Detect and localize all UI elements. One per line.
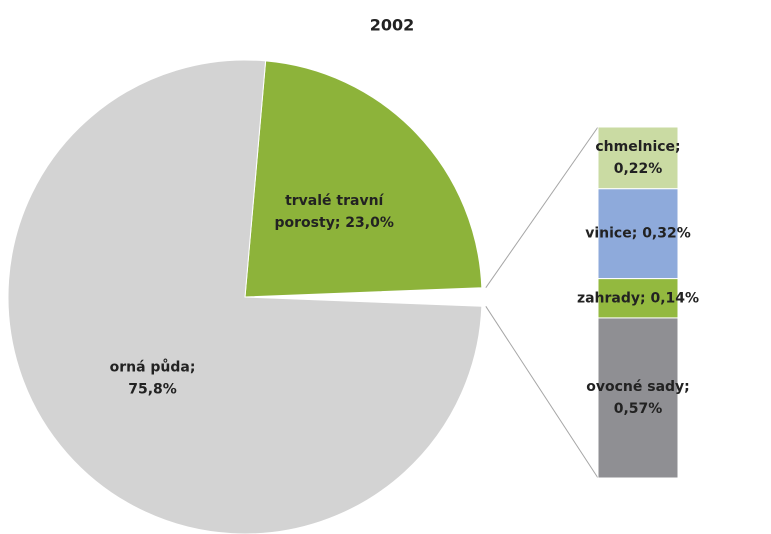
data-label-line: trvalé travní	[285, 193, 384, 209]
data-label-line: 75,8%	[128, 381, 177, 397]
bar-segment	[597, 126, 679, 190]
data-label-line: orná půda;	[110, 358, 196, 375]
data-label: orná půda; 75,8%	[110, 358, 196, 397]
data-label: zahrady; 0,14%	[577, 290, 699, 306]
data-label-line: vinice; 0,32%	[585, 226, 691, 242]
chart-title: 2002	[370, 16, 415, 35]
bar-segment	[597, 317, 679, 479]
pie-slice	[244, 60, 483, 298]
data-label: vinice; 0,32%	[585, 226, 691, 242]
data-label-line: zahrady; 0,14%	[577, 290, 699, 306]
pie-slice	[7, 59, 483, 534]
pie-other-slice	[249, 287, 486, 307]
data-label-line: ovocné sady;	[586, 379, 690, 395]
data-label: chmelnice; 0,22%	[595, 139, 680, 177]
data-label-line: 0,57%	[614, 401, 663, 417]
data-label-line: chmelnice;	[595, 139, 680, 155]
data-label: trvalé travní porosty; 23,0%	[275, 193, 394, 231]
data-label-line: 0,22%	[614, 161, 663, 177]
data-label-line: porosty; 23,0%	[275, 215, 394, 231]
connector-line	[485, 126, 599, 288]
connector-line	[485, 306, 599, 479]
data-label: ovocné sady; 0,57%	[586, 379, 690, 417]
